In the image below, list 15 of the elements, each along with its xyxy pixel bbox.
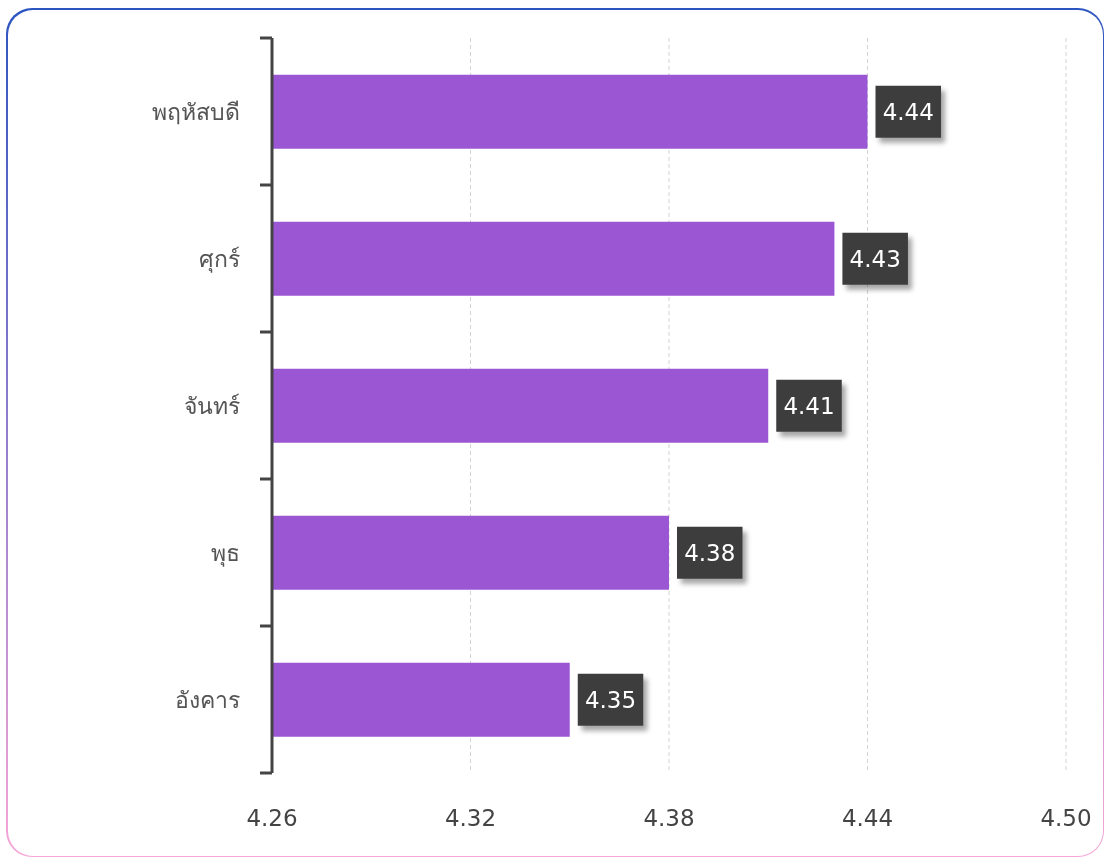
x-tick-label: 4.32: [444, 805, 497, 832]
x-tick-label: 4.26: [246, 805, 298, 832]
y-tick-label: พุธ: [211, 539, 240, 567]
y-tick-label: จันทร์: [184, 392, 240, 419]
data-label: 4.38: [684, 539, 736, 566]
data-label: 4.35: [584, 686, 637, 713]
x-tick-label: 4.38: [643, 805, 695, 832]
x-tick-label: 4.50: [1040, 805, 1092, 832]
y-tick-label: อังคาร: [175, 686, 240, 713]
data-label: 4.41: [783, 392, 835, 419]
data-label: 4.44: [882, 98, 934, 125]
x-tick-label: 4.44: [841, 805, 894, 832]
data-label: 4.43: [849, 245, 901, 272]
y-tick-label: ศุกร์: [199, 245, 240, 273]
y-tick-label: พฤหัสบดี: [152, 98, 240, 125]
